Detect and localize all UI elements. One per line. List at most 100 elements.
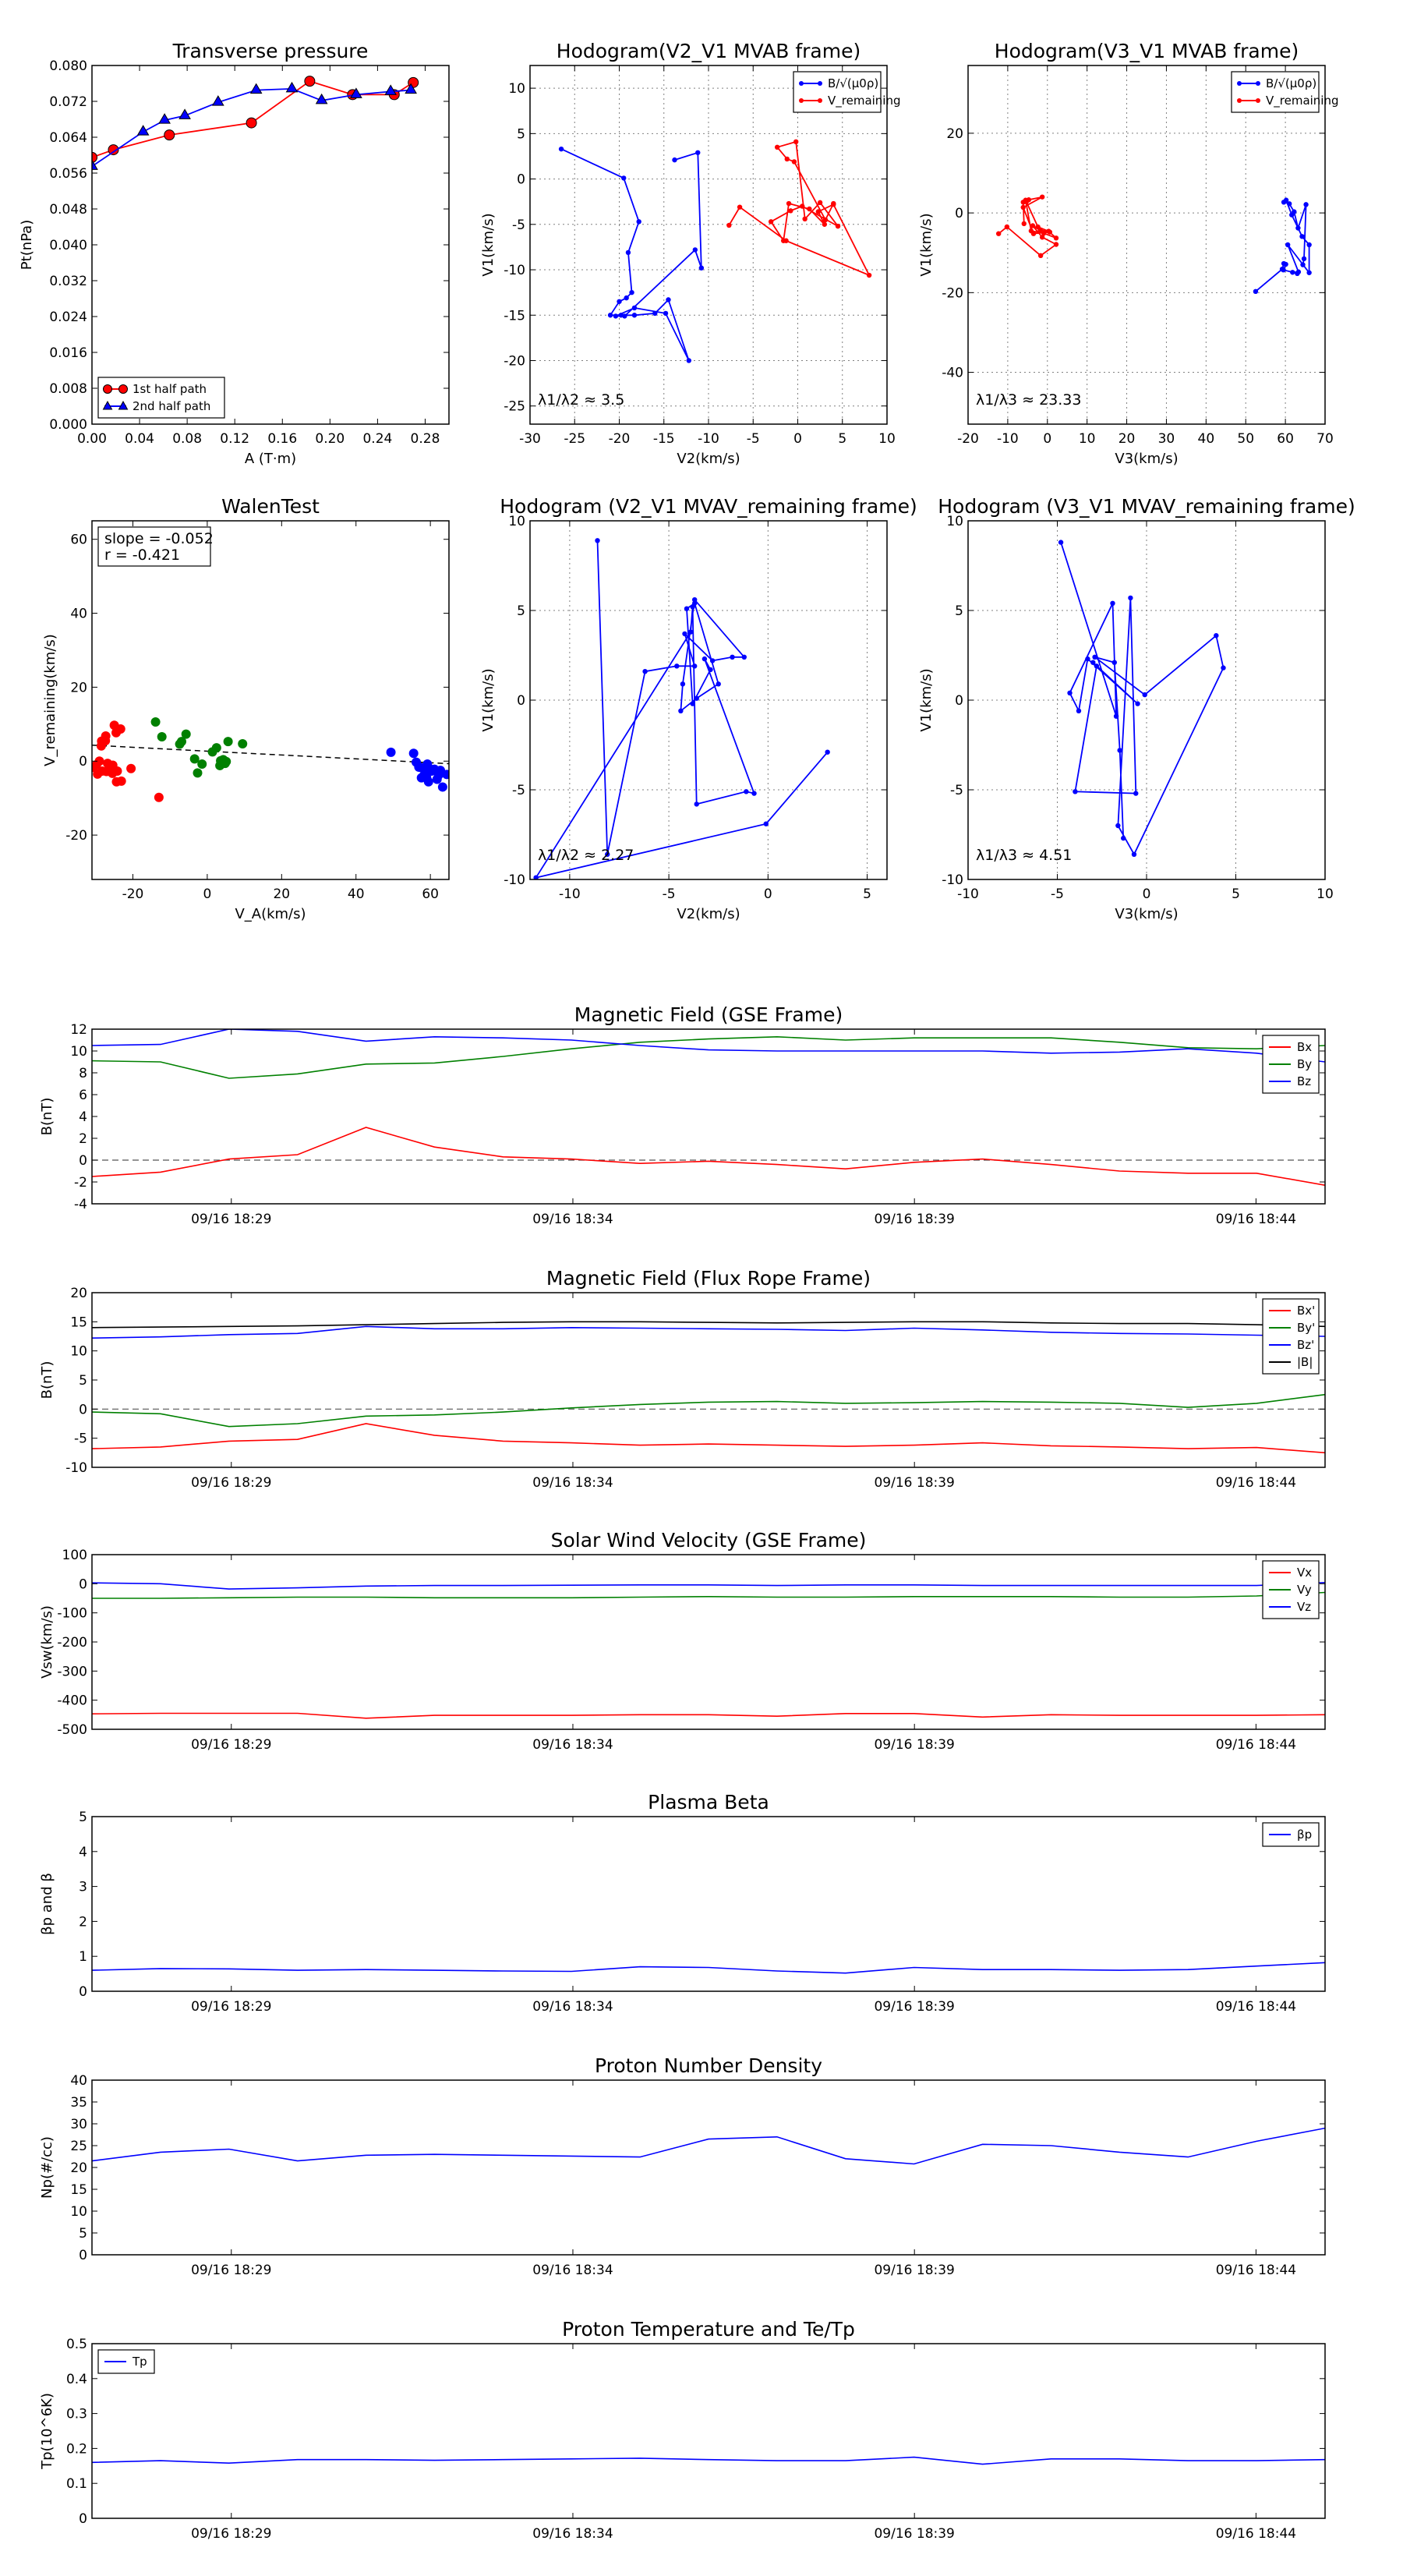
chart-title: Proton Temperature and Te/Tp bbox=[562, 2318, 855, 2341]
data-point bbox=[1046, 228, 1051, 234]
series-line-Bz' bbox=[92, 1325, 1325, 1339]
x-tick-label: 5 bbox=[863, 886, 871, 902]
data-point bbox=[744, 789, 749, 794]
x-tick-label: -20 bbox=[609, 431, 631, 447]
data-point bbox=[1030, 223, 1036, 228]
x-tick-label: 0.00 bbox=[77, 431, 107, 447]
x-tick-label: 09/16 18:39 bbox=[874, 1212, 954, 1227]
data-point bbox=[1020, 204, 1026, 211]
y-tick-label: 6 bbox=[79, 1088, 87, 1103]
data-point bbox=[995, 231, 1002, 236]
data-point bbox=[97, 736, 107, 746]
x-tick-label: -10 bbox=[559, 886, 581, 902]
data-point bbox=[686, 358, 692, 363]
y-tick-label: -300 bbox=[57, 1664, 87, 1679]
plot-area bbox=[1058, 540, 1226, 858]
data-point bbox=[625, 249, 631, 256]
data-point bbox=[624, 295, 629, 301]
data-point bbox=[1021, 221, 1027, 227]
y-tick-label: -500 bbox=[57, 1722, 87, 1738]
data-point bbox=[1028, 228, 1034, 234]
x-tick-label: 40 bbox=[348, 886, 365, 902]
data-point bbox=[1301, 256, 1307, 262]
y-tick-label: 0 bbox=[79, 754, 87, 770]
x-tick-label: 09/16 18:29 bbox=[191, 2526, 271, 2542]
data-point bbox=[1303, 202, 1309, 207]
y-tick-label: -5 bbox=[74, 1431, 87, 1447]
data-point bbox=[115, 724, 125, 734]
series-line-By bbox=[92, 1035, 1325, 1079]
data-point bbox=[1131, 851, 1137, 858]
y-axis-label: V1(km/s) bbox=[480, 668, 497, 731]
legend-marker bbox=[1237, 98, 1242, 103]
data-point bbox=[1041, 230, 1047, 236]
x-tick-label: -30 bbox=[519, 431, 541, 447]
chart-ts4: Plasma Beta 0 1 2 3 4 5 09/16 18:29 09/16 18:34 0… bbox=[39, 1791, 1326, 2015]
data-point bbox=[802, 216, 808, 222]
y-tick-label: 100 bbox=[62, 1548, 87, 1563]
chart-wt: WalenTest -20 0 20 40 60 -20 0 20 40 60 V_A(km/s) V_… bbox=[42, 495, 450, 922]
x-tick-label: 10 bbox=[878, 431, 896, 447]
x-tick-label: 09/16 18:44 bbox=[1216, 1475, 1296, 1491]
data-point bbox=[1128, 595, 1133, 601]
y-axis-label: Tp(10^6K) bbox=[39, 2393, 55, 2470]
data-point bbox=[189, 754, 200, 764]
chart-title: Hodogram(V3_V1 MVAB frame) bbox=[995, 40, 1299, 62]
data-point bbox=[164, 129, 175, 141]
plot-area bbox=[92, 76, 419, 170]
data-point bbox=[622, 313, 627, 319]
x-tick-label: 09/16 18:39 bbox=[874, 1475, 954, 1491]
chart-h3: Hodogram (V2_V1 MVAV_remaining frame) -10… bbox=[480, 495, 917, 922]
legend-marker bbox=[818, 98, 822, 103]
legend-marker bbox=[799, 81, 804, 86]
data-point bbox=[607, 313, 613, 318]
data-point bbox=[1053, 242, 1059, 247]
series-line-Vy bbox=[92, 1591, 1325, 1599]
y-tick-label: 15 bbox=[70, 2182, 87, 2198]
legend-label: By' bbox=[1297, 1321, 1315, 1335]
plot-area bbox=[92, 1029, 1325, 1186]
x-tick-label: 0.16 bbox=[267, 431, 297, 447]
data-point bbox=[415, 763, 426, 773]
legend-marker bbox=[1237, 81, 1242, 86]
y-tick-label: 0 bbox=[79, 1576, 87, 1592]
data-point bbox=[1306, 242, 1312, 248]
data-point bbox=[211, 95, 224, 106]
y-tick-label: 2 bbox=[79, 1914, 87, 1930]
x-tick-label: 09/16 18:39 bbox=[874, 1999, 954, 2015]
data-point bbox=[1094, 663, 1100, 669]
x-tick-label: 70 bbox=[1316, 431, 1334, 447]
data-point bbox=[726, 222, 732, 228]
legend-label: Vy bbox=[1297, 1583, 1312, 1597]
legend-label: V_remaining bbox=[1266, 94, 1339, 108]
data-point bbox=[1253, 288, 1259, 294]
legend-label: B/√(μ0ρ) bbox=[1266, 76, 1316, 90]
data-point bbox=[1053, 235, 1059, 241]
y-tick-label: -20 bbox=[504, 353, 525, 369]
y-axis-label: B(nT) bbox=[39, 1098, 55, 1136]
axes-frame bbox=[91, 2343, 1326, 2519]
legend-label: Bz bbox=[1297, 1074, 1311, 1088]
chart-title: Solar Wind Velocity (GSE Frame) bbox=[551, 1529, 867, 1552]
legend: B/√(μ0ρ) V_remaining bbox=[793, 71, 901, 113]
x-tick-label: 0 bbox=[764, 886, 772, 902]
data-point bbox=[682, 631, 687, 637]
series-line-Bx bbox=[92, 1127, 1325, 1186]
x-tick-label: 09/16 18:29 bbox=[191, 1737, 271, 1753]
data-point bbox=[791, 159, 797, 165]
plot-area bbox=[92, 1321, 1325, 1454]
x-tick-label: -15 bbox=[653, 431, 675, 447]
data-point bbox=[1133, 791, 1139, 796]
y-tick-label: 0.064 bbox=[49, 130, 87, 146]
data-point bbox=[1295, 269, 1302, 274]
data-point bbox=[631, 305, 638, 311]
x-tick-label: 09/16 18:34 bbox=[532, 1737, 613, 1753]
legend-label: Vz bbox=[1297, 1600, 1311, 1614]
data-point bbox=[442, 770, 449, 780]
data-point bbox=[221, 756, 231, 766]
data-point bbox=[691, 663, 698, 669]
series-line-B/√(μ0ρ) bbox=[1255, 199, 1310, 292]
legend: Bx By Bz bbox=[1262, 1035, 1320, 1094]
legend-label: Vx bbox=[1297, 1566, 1312, 1580]
plot-area bbox=[92, 2127, 1325, 2165]
